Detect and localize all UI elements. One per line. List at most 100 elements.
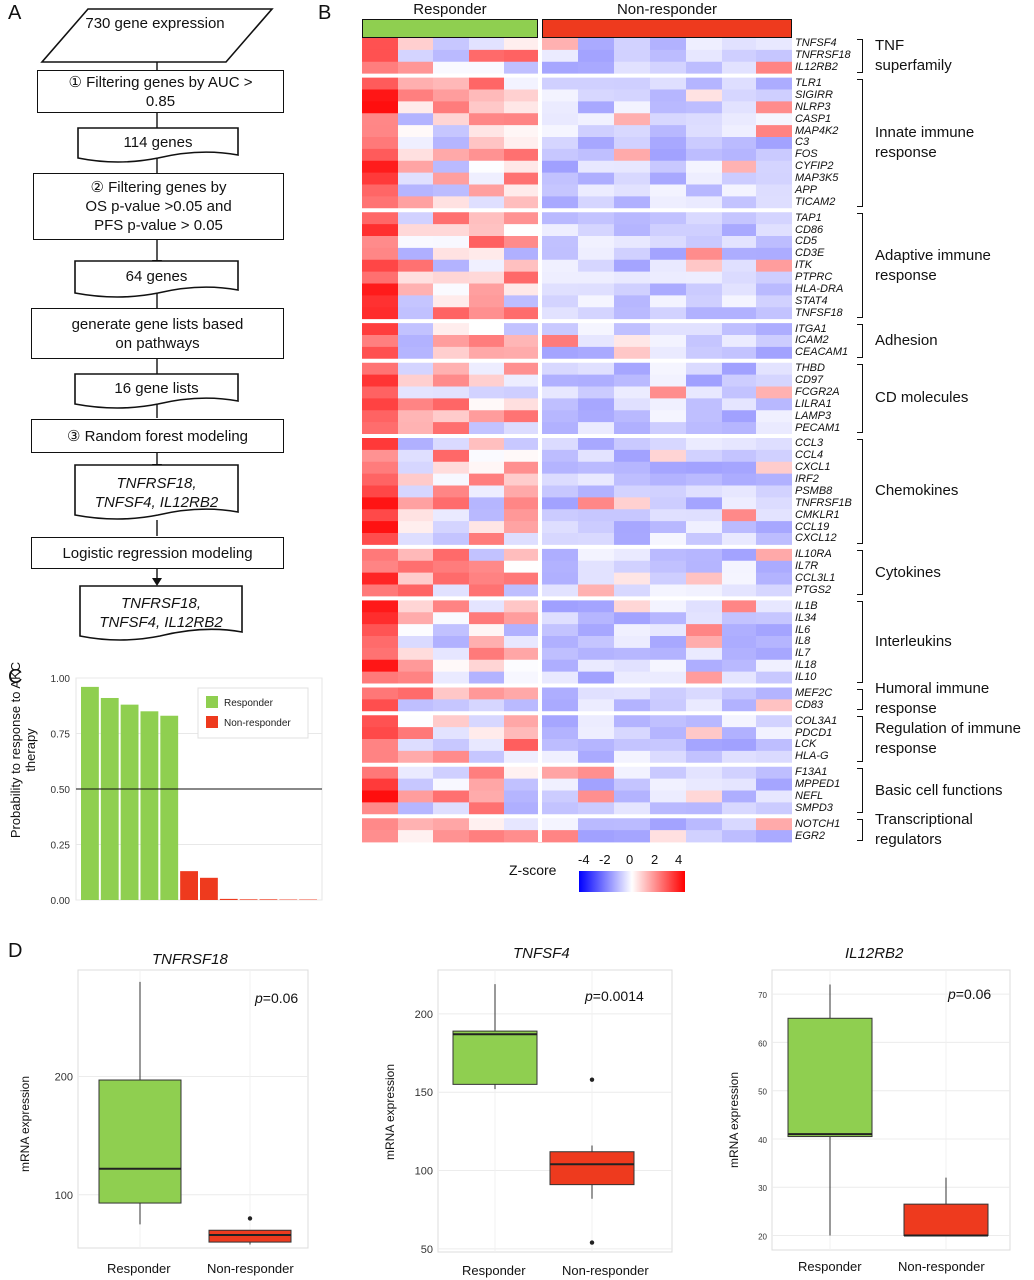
heatmap-cell	[614, 89, 650, 102]
group-separator	[362, 73, 792, 78]
heatmap-cell	[686, 386, 722, 399]
heatmap-cell	[433, 323, 469, 336]
heatmap-cell	[614, 461, 650, 475]
heatmap-cell	[722, 727, 756, 740]
heatmap-cell	[756, 271, 792, 284]
gene-label-lck: LCK	[795, 738, 817, 751]
box2-xlabel-nonresponder: Non-responder	[562, 1263, 649, 1278]
heatmap-cell	[756, 485, 792, 498]
heatmap-cell	[398, 224, 433, 237]
heatmap-cell	[504, 323, 542, 336]
heatmap-cell	[542, 802, 578, 815]
heatmap-cell	[504, 247, 542, 261]
heatmap-cell	[686, 766, 722, 780]
heatmap-cell	[398, 101, 433, 114]
heatmap-cell	[362, 148, 398, 162]
heatmap-cell	[686, 509, 722, 522]
heatmap-cell	[469, 113, 504, 126]
gene-label-irf2: IRF2	[795, 473, 819, 486]
heatmap-cell	[398, 485, 433, 498]
gene-label-tnfsf4: TNFSF4	[795, 37, 837, 50]
heatmap-cell	[362, 750, 398, 764]
box3-xlabel-responder: Responder	[798, 1259, 862, 1274]
heatmap-cell	[650, 766, 686, 780]
group-bracket	[857, 819, 863, 841]
heatmap-cell	[362, 172, 398, 185]
heatmap-cell	[469, 750, 504, 764]
heatmap-cell	[578, 449, 614, 463]
heatmap-cell	[398, 699, 433, 712]
heatmap-cell	[686, 172, 722, 185]
heatmap-cell	[504, 739, 542, 752]
gene-label-fos: FOS	[795, 148, 818, 161]
heatmap-cell	[398, 449, 433, 463]
heatmap-cell	[542, 422, 578, 435]
group-bracket	[857, 78, 863, 208]
group-separator	[362, 208, 792, 213]
heatmap-cell	[504, 335, 542, 348]
heatmap-cell	[542, 612, 578, 625]
heatmap-cell	[433, 715, 469, 728]
heatmap-cell	[362, 818, 398, 831]
heatmap-cell	[504, 160, 542, 174]
heatmap-cell	[362, 236, 398, 249]
box1-p-italic: p	[255, 990, 263, 1006]
heatmap-cell	[542, 323, 578, 336]
heatmap-cell	[650, 386, 686, 399]
heatmap-cell	[504, 659, 542, 673]
heatmap-cell	[756, 509, 792, 522]
heatmap-cell	[578, 584, 614, 597]
y-tick-label: 1.00	[51, 674, 71, 685]
heatmap-cell	[756, 739, 792, 752]
heatmap-cell	[722, 750, 756, 764]
group-name-line: response	[875, 740, 937, 757]
heatmap-cell	[398, 160, 433, 174]
box	[903, 1203, 989, 1237]
heatmap-cell	[469, 49, 504, 63]
gene-label-smpd3: SMPD3	[795, 801, 833, 814]
heatmap-cell	[542, 160, 578, 174]
heatmap-cell	[433, 374, 469, 387]
heatmap-cell	[686, 374, 722, 387]
heatmap-cell	[433, 113, 469, 126]
group-bracket	[857, 213, 863, 319]
heatmap-cell	[686, 461, 722, 475]
gene-label-c3: C3	[795, 136, 810, 149]
heatmap-cell	[614, 521, 650, 534]
gene-label-cxcl12: CXCL12	[795, 532, 837, 545]
heatmap-cell	[504, 101, 542, 114]
box1-pvalue: p=0.06	[255, 990, 298, 1006]
heatmap-cell	[433, 750, 469, 764]
heatmap-cell	[504, 600, 542, 613]
heatmap-cell	[362, 473, 398, 486]
gene-label-lilra1: LILRA1	[795, 397, 832, 410]
heatmap-cell	[650, 624, 686, 637]
heatmap-cell	[722, 647, 756, 661]
heatmap-cell	[578, 802, 614, 815]
heatmap-cell	[542, 485, 578, 498]
heatmap-cell	[469, 647, 504, 661]
gene-label-egr2: EGR2	[795, 829, 825, 842]
heatmap-cell	[469, 259, 504, 273]
heatmap-cell	[578, 113, 614, 126]
heatmap-cell	[504, 362, 542, 376]
heatmap-cell	[756, 818, 792, 831]
heatmap-cell	[433, 398, 469, 411]
heatmap-cell	[398, 473, 433, 486]
column-separator	[538, 38, 542, 842]
heatmap-cell	[686, 659, 722, 673]
group-label: Regulation of immune response	[875, 719, 1021, 759]
heatmap-cell	[650, 612, 686, 625]
heatmap-cell	[578, 461, 614, 475]
heatmap-cell	[362, 739, 398, 752]
heatmap-cell	[469, 739, 504, 752]
heatmap-cell	[686, 818, 722, 831]
heatmap-cell	[614, 548, 650, 562]
heatmap-cell	[686, 247, 722, 261]
heatmap-cell	[504, 449, 542, 463]
heatmap-cell	[686, 533, 722, 546]
heatmap-cell	[542, 283, 578, 296]
heatmap-cell	[469, 497, 504, 510]
heatmap-cell	[756, 101, 792, 114]
heatmap-cell	[614, 148, 650, 162]
